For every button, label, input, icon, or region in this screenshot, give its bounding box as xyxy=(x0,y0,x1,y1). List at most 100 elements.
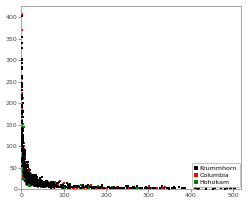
Krummhorn xyxy=(21,102,25,105)
Hohokam xyxy=(90,185,94,188)
Krummhorn xyxy=(49,181,53,184)
Krummhorn xyxy=(20,115,24,119)
Krummhorn xyxy=(29,183,33,186)
Columbia xyxy=(32,183,36,187)
Krummhorn xyxy=(35,183,39,187)
Columbia xyxy=(89,185,93,188)
Hohokam xyxy=(50,183,54,186)
Columbia xyxy=(29,173,33,176)
Columbia xyxy=(22,175,26,178)
Columbia xyxy=(34,182,38,185)
Krummhorn xyxy=(43,183,47,186)
Columbia xyxy=(29,183,33,186)
Columbia xyxy=(26,180,30,183)
Krummhorn xyxy=(38,183,42,186)
Hohokam xyxy=(27,176,31,179)
Hohokam xyxy=(20,153,24,156)
Krummhorn xyxy=(33,179,37,182)
Columbia xyxy=(67,186,71,189)
Krummhorn xyxy=(21,161,24,164)
Hohokam xyxy=(24,178,28,182)
Krummhorn xyxy=(20,136,24,139)
Hohokam xyxy=(28,182,32,185)
Hohokam xyxy=(27,175,31,178)
Columbia xyxy=(24,176,28,179)
Krummhorn xyxy=(24,176,28,179)
Krummhorn xyxy=(193,186,197,189)
Krummhorn xyxy=(41,183,45,186)
Columbia xyxy=(21,169,25,172)
Columbia xyxy=(20,13,24,16)
Hohokam xyxy=(26,178,30,182)
Krummhorn xyxy=(44,182,48,185)
Krummhorn xyxy=(52,183,56,187)
Krummhorn xyxy=(233,187,237,190)
Krummhorn xyxy=(20,61,24,65)
Hohokam xyxy=(21,149,24,152)
Legend: Krummhorn, Columbia, Hohokam: Krummhorn, Columbia, Hohokam xyxy=(192,163,240,187)
Hohokam xyxy=(21,144,24,148)
Krummhorn xyxy=(21,161,25,164)
Hohokam xyxy=(23,176,27,179)
Krummhorn xyxy=(21,158,25,161)
Krummhorn xyxy=(29,178,33,181)
Krummhorn xyxy=(31,173,35,177)
Columbia xyxy=(21,164,25,168)
Krummhorn xyxy=(70,186,74,189)
Columbia xyxy=(40,181,44,184)
Columbia xyxy=(21,96,24,100)
Krummhorn xyxy=(26,176,30,180)
Krummhorn xyxy=(120,186,124,190)
Krummhorn xyxy=(53,183,57,186)
Krummhorn xyxy=(20,41,24,44)
Krummhorn xyxy=(21,156,25,160)
Columbia xyxy=(24,168,28,171)
Krummhorn xyxy=(23,160,27,164)
Columbia xyxy=(25,180,29,183)
Krummhorn xyxy=(20,160,24,163)
Columbia xyxy=(27,177,31,180)
Krummhorn xyxy=(22,171,26,174)
Columbia xyxy=(133,186,137,189)
Krummhorn xyxy=(126,185,130,188)
Krummhorn xyxy=(20,138,24,141)
Hohokam xyxy=(21,172,25,176)
Krummhorn xyxy=(21,170,25,173)
Krummhorn xyxy=(20,83,24,86)
Krummhorn xyxy=(23,171,27,174)
Krummhorn xyxy=(20,84,24,87)
Krummhorn xyxy=(20,58,24,61)
Columbia xyxy=(53,183,57,186)
Krummhorn xyxy=(29,182,33,185)
Hohokam xyxy=(20,153,24,156)
Columbia xyxy=(21,162,25,165)
Columbia xyxy=(65,186,69,189)
Krummhorn xyxy=(49,185,53,188)
Columbia xyxy=(47,184,51,187)
Columbia xyxy=(21,154,25,157)
Columbia xyxy=(21,135,24,138)
Krummhorn xyxy=(61,185,65,188)
Krummhorn xyxy=(33,180,37,183)
Columbia xyxy=(26,177,30,181)
Columbia xyxy=(99,186,103,189)
Krummhorn xyxy=(21,147,25,150)
Hohokam xyxy=(38,180,41,183)
Krummhorn xyxy=(23,168,27,171)
Krummhorn xyxy=(81,185,85,188)
Hohokam xyxy=(20,105,24,109)
Krummhorn xyxy=(51,182,55,185)
Columbia xyxy=(110,186,114,189)
Columbia xyxy=(21,139,25,142)
Krummhorn xyxy=(180,186,184,190)
Krummhorn xyxy=(39,179,43,182)
Hohokam xyxy=(60,186,64,189)
Krummhorn xyxy=(23,168,27,171)
Krummhorn xyxy=(24,171,28,174)
Columbia xyxy=(20,108,24,111)
Krummhorn xyxy=(26,172,30,175)
Columbia xyxy=(22,167,26,170)
Krummhorn xyxy=(74,184,78,187)
Columbia xyxy=(31,183,35,186)
Krummhorn xyxy=(20,111,24,114)
